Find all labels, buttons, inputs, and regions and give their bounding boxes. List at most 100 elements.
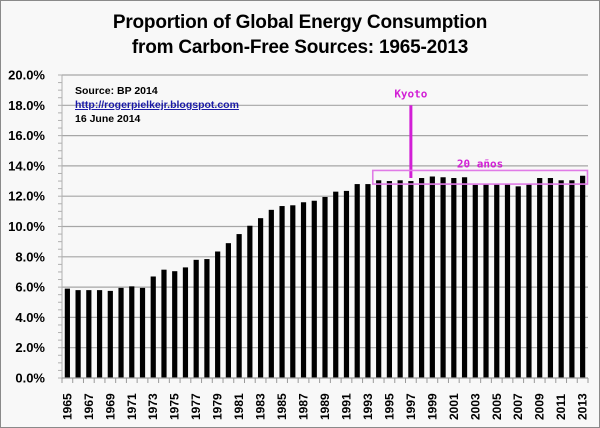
bar: [172, 271, 178, 378]
bar: [96, 290, 103, 378]
x-tick-label: 2009: [533, 393, 547, 420]
x-tick-label: 2003: [468, 393, 482, 420]
x-tick-label: 1997: [404, 393, 418, 420]
bar: [408, 181, 414, 378]
bar: [472, 184, 478, 378]
bar: [440, 177, 446, 378]
x-tick-label: 2011: [554, 394, 568, 420]
bar: [537, 178, 543, 378]
x-tick-label: 2005: [490, 393, 504, 420]
bar: [64, 288, 70, 378]
bars: [64, 175, 586, 378]
x-tick-label: 1969: [103, 393, 117, 420]
bar: [193, 259, 199, 378]
chart-title-line-2: from Carbon-Free Sources: 1965-2013: [131, 37, 469, 58]
twenty-years-label: 20 años: [457, 157, 503, 170]
bar: [311, 200, 317, 378]
y-tick-label: 20.0%: [8, 68, 45, 83]
x-tick-label: 1975: [168, 393, 182, 420]
bar: [526, 184, 532, 378]
x-tick-label: 1965: [60, 393, 74, 420]
bar: [225, 243, 231, 378]
bar: [161, 269, 167, 378]
y-tick-label: 0.0%: [15, 371, 45, 386]
bar: [397, 180, 403, 378]
bar: [75, 290, 81, 378]
x-tick-label: 1983: [254, 393, 268, 420]
x-tick-label: 2007: [511, 393, 525, 420]
x-tick-label: 2001: [447, 393, 461, 420]
x-axis: 1965 1967 1969 1971 1973 1975 1977 1979 1981 1983…: [60, 377, 590, 420]
bar: [236, 234, 242, 378]
x-tick-label: 1977: [189, 393, 203, 420]
bar: [494, 184, 500, 378]
bar: [257, 218, 264, 378]
x-tick-label: 1993: [361, 393, 375, 420]
bar: [461, 177, 468, 378]
bar: [483, 184, 489, 378]
x-tick-label: 1979: [211, 393, 225, 420]
bar: [569, 180, 575, 378]
chart-title: Proportion of Global Energy Consumption …: [0, 10, 600, 60]
bar: [215, 251, 221, 378]
bar: [580, 175, 586, 378]
x-tick-label: 1967: [82, 393, 96, 420]
x-tick-label: 1973: [146, 393, 160, 420]
bar: [386, 181, 393, 378]
y-tick-label: 8.0%: [15, 249, 45, 264]
y-tick-label: 18.0%: [8, 98, 45, 113]
y-tick-label: 14.0%: [8, 158, 45, 173]
bar: [182, 267, 189, 378]
y-tick-label: 16.0%: [8, 128, 45, 143]
x-tick-label: 1991: [339, 393, 353, 420]
bar: [354, 184, 360, 378]
y-tick-label: 2.0%: [15, 340, 45, 355]
bar: [504, 184, 511, 378]
bar: [547, 178, 554, 378]
bar: [343, 190, 350, 378]
source-note: Source: BP 2014 http://rogerpielkejr.blo…: [75, 84, 239, 126]
bar: [515, 186, 521, 378]
x-tick-label: 1981: [232, 393, 246, 420]
bar: [322, 196, 328, 378]
bar: [247, 225, 253, 378]
bar: [290, 205, 296, 378]
y-axis: 0.0% 2.0% 4.0% 6.0% 8.0% 10.0% 12.0% 14.0% 16.0%…: [8, 68, 63, 386]
bar: [118, 287, 124, 378]
bar: [558, 180, 564, 378]
x-tick-label: 2013: [576, 393, 590, 420]
bar: [300, 202, 307, 378]
bar: [419, 178, 425, 378]
source-link[interactable]: http://rogerpielkejr.blogspot.com: [75, 99, 239, 111]
bar: [107, 290, 113, 378]
x-tick-label: 1989: [318, 393, 332, 420]
bar: [429, 176, 435, 378]
x-tick-label: 1987: [297, 393, 311, 420]
kyoto-label: Kyoto: [394, 87, 427, 100]
bar: [204, 259, 210, 378]
y-tick-label: 12.0%: [8, 189, 45, 204]
chart-title-line-1: Proportion of Global Energy Consumption: [112, 12, 488, 33]
twenty-years-box: [371, 169, 589, 185]
bar: [365, 184, 371, 378]
bar: [268, 209, 274, 378]
annotations: Kyoto 20 años: [371, 87, 589, 185]
source-date: 16 June 2014: [75, 113, 141, 125]
bar: [139, 287, 146, 378]
bar: [451, 178, 457, 378]
x-tick-label: 1971: [125, 393, 139, 420]
y-tick-label: 10.0%: [8, 219, 45, 234]
bar: [150, 276, 156, 378]
bar: [129, 286, 135, 378]
y-tick-label: 6.0%: [15, 280, 45, 295]
bar: [333, 191, 339, 378]
x-tick-label: 1995: [382, 393, 396, 420]
x-tick-label: 1999: [425, 393, 439, 420]
source-text: Source: BP 2014: [75, 85, 158, 97]
y-tick-label: 4.0%: [15, 310, 45, 325]
x-tick-label: 1985: [275, 393, 289, 420]
bar: [279, 206, 285, 378]
bar: [376, 180, 382, 378]
bar: [86, 290, 92, 378]
